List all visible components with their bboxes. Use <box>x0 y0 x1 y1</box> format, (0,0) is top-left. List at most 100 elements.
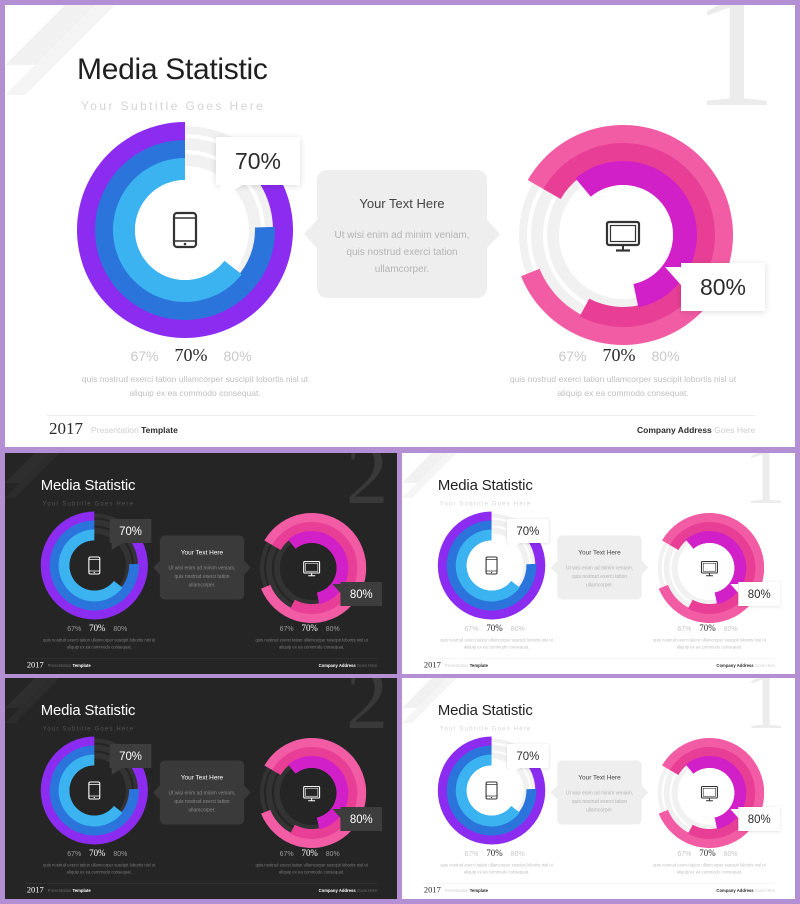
slide-number-watermark: 1 <box>743 453 787 522</box>
monitor-icon <box>297 778 327 808</box>
right-chart-stats: 67% 70% 80% <box>250 848 369 859</box>
callout-pointer <box>665 267 681 285</box>
corner-stripes-decoration <box>5 678 60 723</box>
slide-canvas: 2 Media Statistic Your Subtitle Goes Her… <box>5 678 397 899</box>
slide-thumbnail-dark-2[interactable]: 2 Media Statistic Your Subtitle Goes Her… <box>5 678 397 899</box>
textbox-heading: Your Text Here <box>180 548 224 557</box>
slide-subtitle: Your Subtitle Goes Here <box>42 725 135 732</box>
left-donut-rings <box>437 736 546 845</box>
left-chart-description: quis nostrud exerci tation ullamcorper s… <box>43 637 156 650</box>
left-donut-chart <box>40 736 149 846</box>
footer-presentation-prefix: Presentation <box>47 663 72 668</box>
textbox-body: Ut wisi enim ad minim veniam, quis nostr… <box>565 565 634 589</box>
footer-presentation-label: Presentation Template <box>445 888 488 893</box>
footer-presentation-prefix: Presentation <box>47 888 72 893</box>
left-donut-chart <box>437 736 546 846</box>
footer-address-rest: Goes Here <box>356 663 378 668</box>
right-stat-3: 80% <box>723 624 738 633</box>
textbox-heading: Your Text Here <box>180 773 224 782</box>
footer-presentation-prefix: Presentation <box>91 425 139 435</box>
slide-subtitle: Your Subtitle Goes Here <box>439 725 532 732</box>
left-stat-2: 70% <box>89 623 106 633</box>
footer-address-bold: Company Address <box>637 425 712 435</box>
footer-presentation-label: Presentation Template <box>445 663 488 668</box>
slide-number-watermark: 2 <box>345 678 389 747</box>
right-chart-stats: 67% 70% 80% <box>648 623 767 634</box>
left-stat-2: 70% <box>486 623 503 633</box>
left-stat-1: 67% <box>67 624 82 633</box>
slide-thumbnail-light-2[interactable]: 1 Media Statistic Your Subtitle Goes Her… <box>402 678 795 899</box>
left-donut-rings <box>40 736 148 845</box>
textbox-body: Ut wisi enim ad minim veniam, quis nostr… <box>334 230 470 275</box>
left-donut-rings <box>77 122 294 338</box>
right-callout-value: 80% <box>349 812 373 826</box>
slide-title: Media Statistic <box>437 477 533 494</box>
left-chart-callout: 70% <box>109 519 152 550</box>
center-text-box: Your Text Here Ut wisi enim ad minim ven… <box>153 535 251 600</box>
textbox-heading: Your Text Here <box>359 196 445 211</box>
right-chart-description: quis nostrud exerci tation ullamcorper s… <box>653 862 766 875</box>
slide-main[interactable]: 1 Media Statistic Your Subtitle Goes Her… <box>5 5 795 447</box>
left-chart-description: quis nostrud exerci tation ullamcorper s… <box>440 862 553 875</box>
footer-presentation-bold: Template <box>469 663 488 668</box>
footer-presentation-bold: Template <box>72 663 91 668</box>
right-chart-stats: 67% 70% 80% <box>250 623 369 634</box>
slide-title: Media Statistic <box>40 477 136 494</box>
footer-company-address: Company Address Goes Here <box>716 888 777 893</box>
textbox-arrow-right <box>244 560 251 575</box>
left-chart-stats: 67% 70% 80% <box>38 623 157 634</box>
textbox-arrow-right <box>244 785 251 800</box>
right-chart-stats: 67% 70% 80% <box>499 345 739 366</box>
left-callout-value: 70% <box>234 147 282 174</box>
left-stat-3: 80% <box>510 624 525 633</box>
right-chart-stats: 67% 70% 80% <box>648 848 767 859</box>
monitor-icon <box>695 553 725 583</box>
right-donut-chart <box>257 738 367 848</box>
footer-address-rest: Goes Here <box>714 425 756 435</box>
donut-center-disc <box>286 543 337 593</box>
center-text-box: Your Text Here Ut wisi enim ad minim ven… <box>304 170 500 298</box>
textbox-arrow-right <box>641 560 649 575</box>
left-chart-stats: 67% 70% 80% <box>435 848 554 859</box>
footer-company-address: Company Address Goes Here <box>637 425 759 435</box>
callout-pointer <box>111 768 123 775</box>
right-chart-callout: 80% <box>730 807 781 831</box>
left-stat-3: 80% <box>510 849 525 858</box>
right-chart-description: quis nostrud exerci tation ullamcorper s… <box>653 637 766 650</box>
textbox-arrow-left <box>550 785 558 800</box>
corner-stripes-decoration <box>5 453 60 498</box>
donut-center-disc <box>286 768 337 818</box>
callout-pointer <box>730 809 739 818</box>
slide-canvas: 2 Media Statistic Your Subtitle Goes Her… <box>5 453 397 674</box>
slide-title: Media Statistic <box>77 53 268 86</box>
footer-address-rest: Goes Here <box>754 888 776 893</box>
corner-stripes-decoration <box>5 5 115 95</box>
footer-presentation-bold: Template <box>469 888 488 893</box>
right-chart-callout: 80% <box>332 807 383 831</box>
left-donut-rings <box>40 511 148 620</box>
left-chart-stats: 67% 70% 80% <box>435 623 554 634</box>
footer-year: 2017 <box>49 419 83 438</box>
left-chart-callout: 70% <box>216 137 300 199</box>
footer-address-rest: Goes Here <box>754 663 776 668</box>
left-stat-1: 67% <box>130 348 159 364</box>
left-chart-callout: 70% <box>109 744 152 775</box>
slide-canvas: 1 Media Statistic Your Subtitle Goes Her… <box>402 678 795 899</box>
right-callout-value: 80% <box>747 812 771 826</box>
footer-year: 2017 <box>26 660 44 670</box>
slide-subtitle: Your Subtitle Goes Here <box>81 99 266 113</box>
left-callout-value: 70% <box>119 524 142 538</box>
left-ring-inner <box>455 529 520 602</box>
corner-stripes-decoration <box>402 453 457 498</box>
textbox-heading: Your Text Here <box>578 773 621 782</box>
callout-pointer <box>220 185 242 199</box>
right-stat-2: 70% <box>699 848 716 858</box>
left-chart-description: quis nostrud exerci tation ullamcorper s… <box>81 374 309 398</box>
right-stat-1: 67% <box>279 624 294 633</box>
footer-divider <box>25 658 378 659</box>
slide-thumbnail-dark-1[interactable]: 2 Media Statistic Your Subtitle Goes Her… <box>5 453 397 674</box>
footer-address-bold: Company Address <box>716 888 754 893</box>
center-text-box: Your Text Here Ut wisi enim ad minim ven… <box>550 760 649 825</box>
right-stat-1: 67% <box>677 624 692 633</box>
slide-thumbnail-light-1[interactable]: 1 Media Statistic Your Subtitle Goes Her… <box>402 453 795 674</box>
